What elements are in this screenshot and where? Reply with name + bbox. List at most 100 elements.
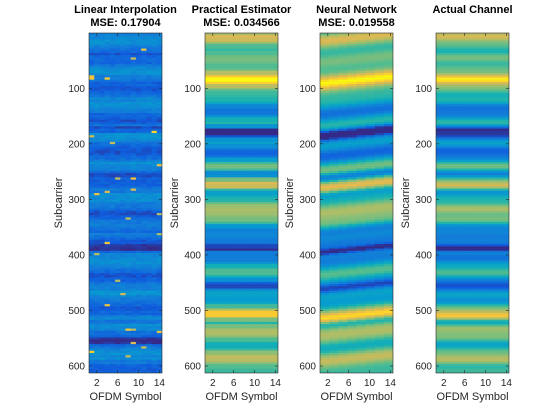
heatmap-cell xyxy=(120,59,127,63)
heatmap-cell xyxy=(120,84,127,87)
heatmap-cell xyxy=(141,46,147,50)
heatmap-cell xyxy=(383,53,393,56)
heatmap-cell xyxy=(454,53,464,56)
heatmap-cell xyxy=(125,350,132,354)
heatmap-cell xyxy=(99,113,106,116)
heatmap-cell xyxy=(347,361,358,365)
heatmap-cell xyxy=(232,364,243,367)
heatmap-cell xyxy=(151,175,158,179)
heatmap-cell xyxy=(104,335,111,339)
heatmap-cell xyxy=(115,106,121,110)
heatmap-cell xyxy=(130,286,137,290)
heatmap-cell xyxy=(338,346,348,350)
heatmap-cell xyxy=(89,330,95,334)
heatmap-cell xyxy=(356,253,367,256)
heatmap-cell xyxy=(214,95,224,99)
heatmap-cell xyxy=(338,259,348,263)
heatmap-cell xyxy=(89,350,95,354)
heatmap-cell xyxy=(383,264,393,267)
heatmap-cell xyxy=(125,217,132,221)
heatmap-cell xyxy=(130,315,137,319)
heatmap-cell xyxy=(99,328,106,332)
heatmap-cell xyxy=(115,335,121,339)
heatmap-cell xyxy=(151,368,158,372)
heatmap-cell xyxy=(250,99,261,103)
heatmap-cell xyxy=(141,326,147,330)
heatmap-cell xyxy=(320,161,330,165)
heatmap-cell xyxy=(115,177,121,181)
heatmap-cell xyxy=(99,364,106,367)
heatmap-cell xyxy=(499,86,509,90)
heatmap-cell xyxy=(320,301,330,305)
heatmap-cell xyxy=(130,79,137,83)
heatmap-cell xyxy=(130,148,137,152)
heatmap-cell xyxy=(141,290,147,294)
heatmap-cell xyxy=(223,139,233,143)
heatmap-cell xyxy=(99,121,106,125)
heatmap-cell xyxy=(125,101,132,105)
heatmap-cell xyxy=(94,324,101,327)
heatmap-cell xyxy=(89,108,95,112)
heatmap-cell xyxy=(89,281,95,285)
heatmap-cell xyxy=(115,93,121,96)
heatmap-cell xyxy=(125,106,132,110)
heatmap-cell xyxy=(365,241,376,245)
heatmap-cell xyxy=(250,266,261,270)
heatmap-cell xyxy=(214,204,224,207)
heatmap-cell xyxy=(356,41,367,45)
heatmap-cell xyxy=(356,175,367,179)
heatmap-cell xyxy=(115,204,121,207)
heatmap-cell xyxy=(205,179,215,183)
heatmap-cell xyxy=(232,250,243,254)
heatmap-cell xyxy=(125,366,132,370)
heatmap-cell xyxy=(356,50,367,54)
heatmap-cell xyxy=(214,81,224,85)
heatmap-cell xyxy=(232,235,243,239)
heatmap-cell xyxy=(481,108,492,112)
heatmap-cell xyxy=(365,168,376,172)
heatmap-cell xyxy=(104,368,111,372)
heatmap-cell xyxy=(104,344,111,347)
heatmap-cell xyxy=(454,66,464,70)
heatmap-cell xyxy=(146,364,153,367)
heatmap-cell xyxy=(89,166,95,170)
heatmap-cell xyxy=(146,201,153,205)
heatmap-cell xyxy=(268,204,278,207)
heatmap-cell xyxy=(320,190,330,194)
heatmap-cell xyxy=(94,266,101,270)
heatmap-cell xyxy=(104,101,111,105)
heatmap-cell xyxy=(151,181,158,185)
heatmap-cell xyxy=(135,281,142,285)
heatmap-cell xyxy=(214,304,224,307)
heatmap-cell xyxy=(241,110,252,114)
heatmap-cell xyxy=(214,341,224,345)
heatmap-cell xyxy=(109,348,116,352)
heatmap-cell xyxy=(104,244,111,247)
heatmap-cell xyxy=(268,344,278,347)
heatmap-cell xyxy=(383,324,393,327)
heatmap-cell xyxy=(89,53,95,56)
heatmap-cell xyxy=(481,75,492,79)
heatmap-cell xyxy=(268,181,278,185)
heatmap-cell xyxy=(89,279,95,283)
heatmap-cell xyxy=(241,184,252,187)
heatmap-cell xyxy=(472,113,483,116)
heatmap-cell xyxy=(104,210,111,214)
heatmap-cell xyxy=(347,217,358,221)
heatmap-cell xyxy=(125,181,132,185)
heatmap-cell xyxy=(99,119,106,123)
heatmap-cell xyxy=(214,108,224,112)
heatmap-cell xyxy=(130,361,137,365)
heatmap-cell xyxy=(125,95,132,99)
heatmap-cell xyxy=(268,84,278,87)
heatmap-cell xyxy=(320,208,330,212)
heatmap-cell xyxy=(454,37,464,41)
heatmap-cell xyxy=(436,70,446,74)
heatmap-cell xyxy=(383,90,393,94)
heatmap-cell xyxy=(94,206,101,210)
heatmap-cell xyxy=(347,64,358,67)
heatmap-cell xyxy=(125,81,132,85)
heatmap-cell xyxy=(347,93,358,96)
heatmap-cell xyxy=(223,130,233,134)
heatmap-cell xyxy=(365,39,376,43)
